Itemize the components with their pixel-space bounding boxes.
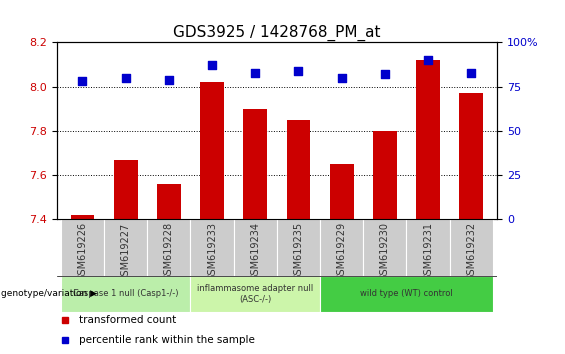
Bar bbox=[114, 160, 137, 219]
Point bbox=[337, 75, 346, 81]
Bar bbox=[373, 131, 397, 219]
Text: GSM619231: GSM619231 bbox=[423, 222, 433, 281]
Text: GSM619234: GSM619234 bbox=[250, 222, 260, 281]
Point bbox=[251, 70, 260, 75]
Text: GSM619228: GSM619228 bbox=[164, 222, 174, 281]
Text: Caspase 1 null (Casp1-/-): Caspase 1 null (Casp1-/-) bbox=[73, 289, 179, 298]
Text: GSM619230: GSM619230 bbox=[380, 222, 390, 281]
Bar bbox=[190, 219, 234, 276]
Bar bbox=[286, 120, 310, 219]
Text: transformed count: transformed count bbox=[79, 315, 176, 325]
Bar bbox=[244, 109, 267, 219]
Bar bbox=[61, 219, 104, 276]
Bar bbox=[320, 276, 493, 312]
Bar bbox=[450, 219, 493, 276]
Bar bbox=[416, 60, 440, 219]
Text: genotype/variation ▶: genotype/variation ▶ bbox=[1, 289, 97, 298]
Bar bbox=[277, 219, 320, 276]
Bar bbox=[320, 219, 363, 276]
Point bbox=[467, 70, 476, 75]
Point bbox=[121, 75, 130, 81]
Bar bbox=[330, 164, 354, 219]
Text: GSM619226: GSM619226 bbox=[77, 222, 88, 281]
Bar bbox=[363, 219, 406, 276]
Text: GSM619229: GSM619229 bbox=[337, 222, 347, 281]
Bar bbox=[459, 93, 483, 219]
Point bbox=[380, 72, 389, 77]
Title: GDS3925 / 1428768_PM_at: GDS3925 / 1428768_PM_at bbox=[173, 25, 381, 41]
Text: wild type (WT) control: wild type (WT) control bbox=[360, 289, 453, 298]
Bar bbox=[190, 276, 320, 312]
Bar bbox=[200, 82, 224, 219]
Bar bbox=[157, 184, 181, 219]
Text: GSM619232: GSM619232 bbox=[466, 222, 476, 281]
Point bbox=[78, 79, 87, 84]
Bar bbox=[147, 219, 190, 276]
Point bbox=[207, 63, 216, 68]
Bar bbox=[234, 219, 277, 276]
Point bbox=[424, 57, 433, 63]
Bar bbox=[406, 219, 450, 276]
Point bbox=[164, 77, 173, 82]
Bar bbox=[61, 276, 190, 312]
Point bbox=[294, 68, 303, 74]
Text: GSM619233: GSM619233 bbox=[207, 222, 217, 281]
Bar bbox=[104, 219, 147, 276]
Text: GSM619235: GSM619235 bbox=[293, 222, 303, 281]
Bar bbox=[71, 215, 94, 219]
Text: inflammasome adapter null
(ASC-/-): inflammasome adapter null (ASC-/-) bbox=[197, 284, 314, 303]
Text: GSM619227: GSM619227 bbox=[121, 222, 131, 281]
Text: percentile rank within the sample: percentile rank within the sample bbox=[79, 335, 254, 345]
